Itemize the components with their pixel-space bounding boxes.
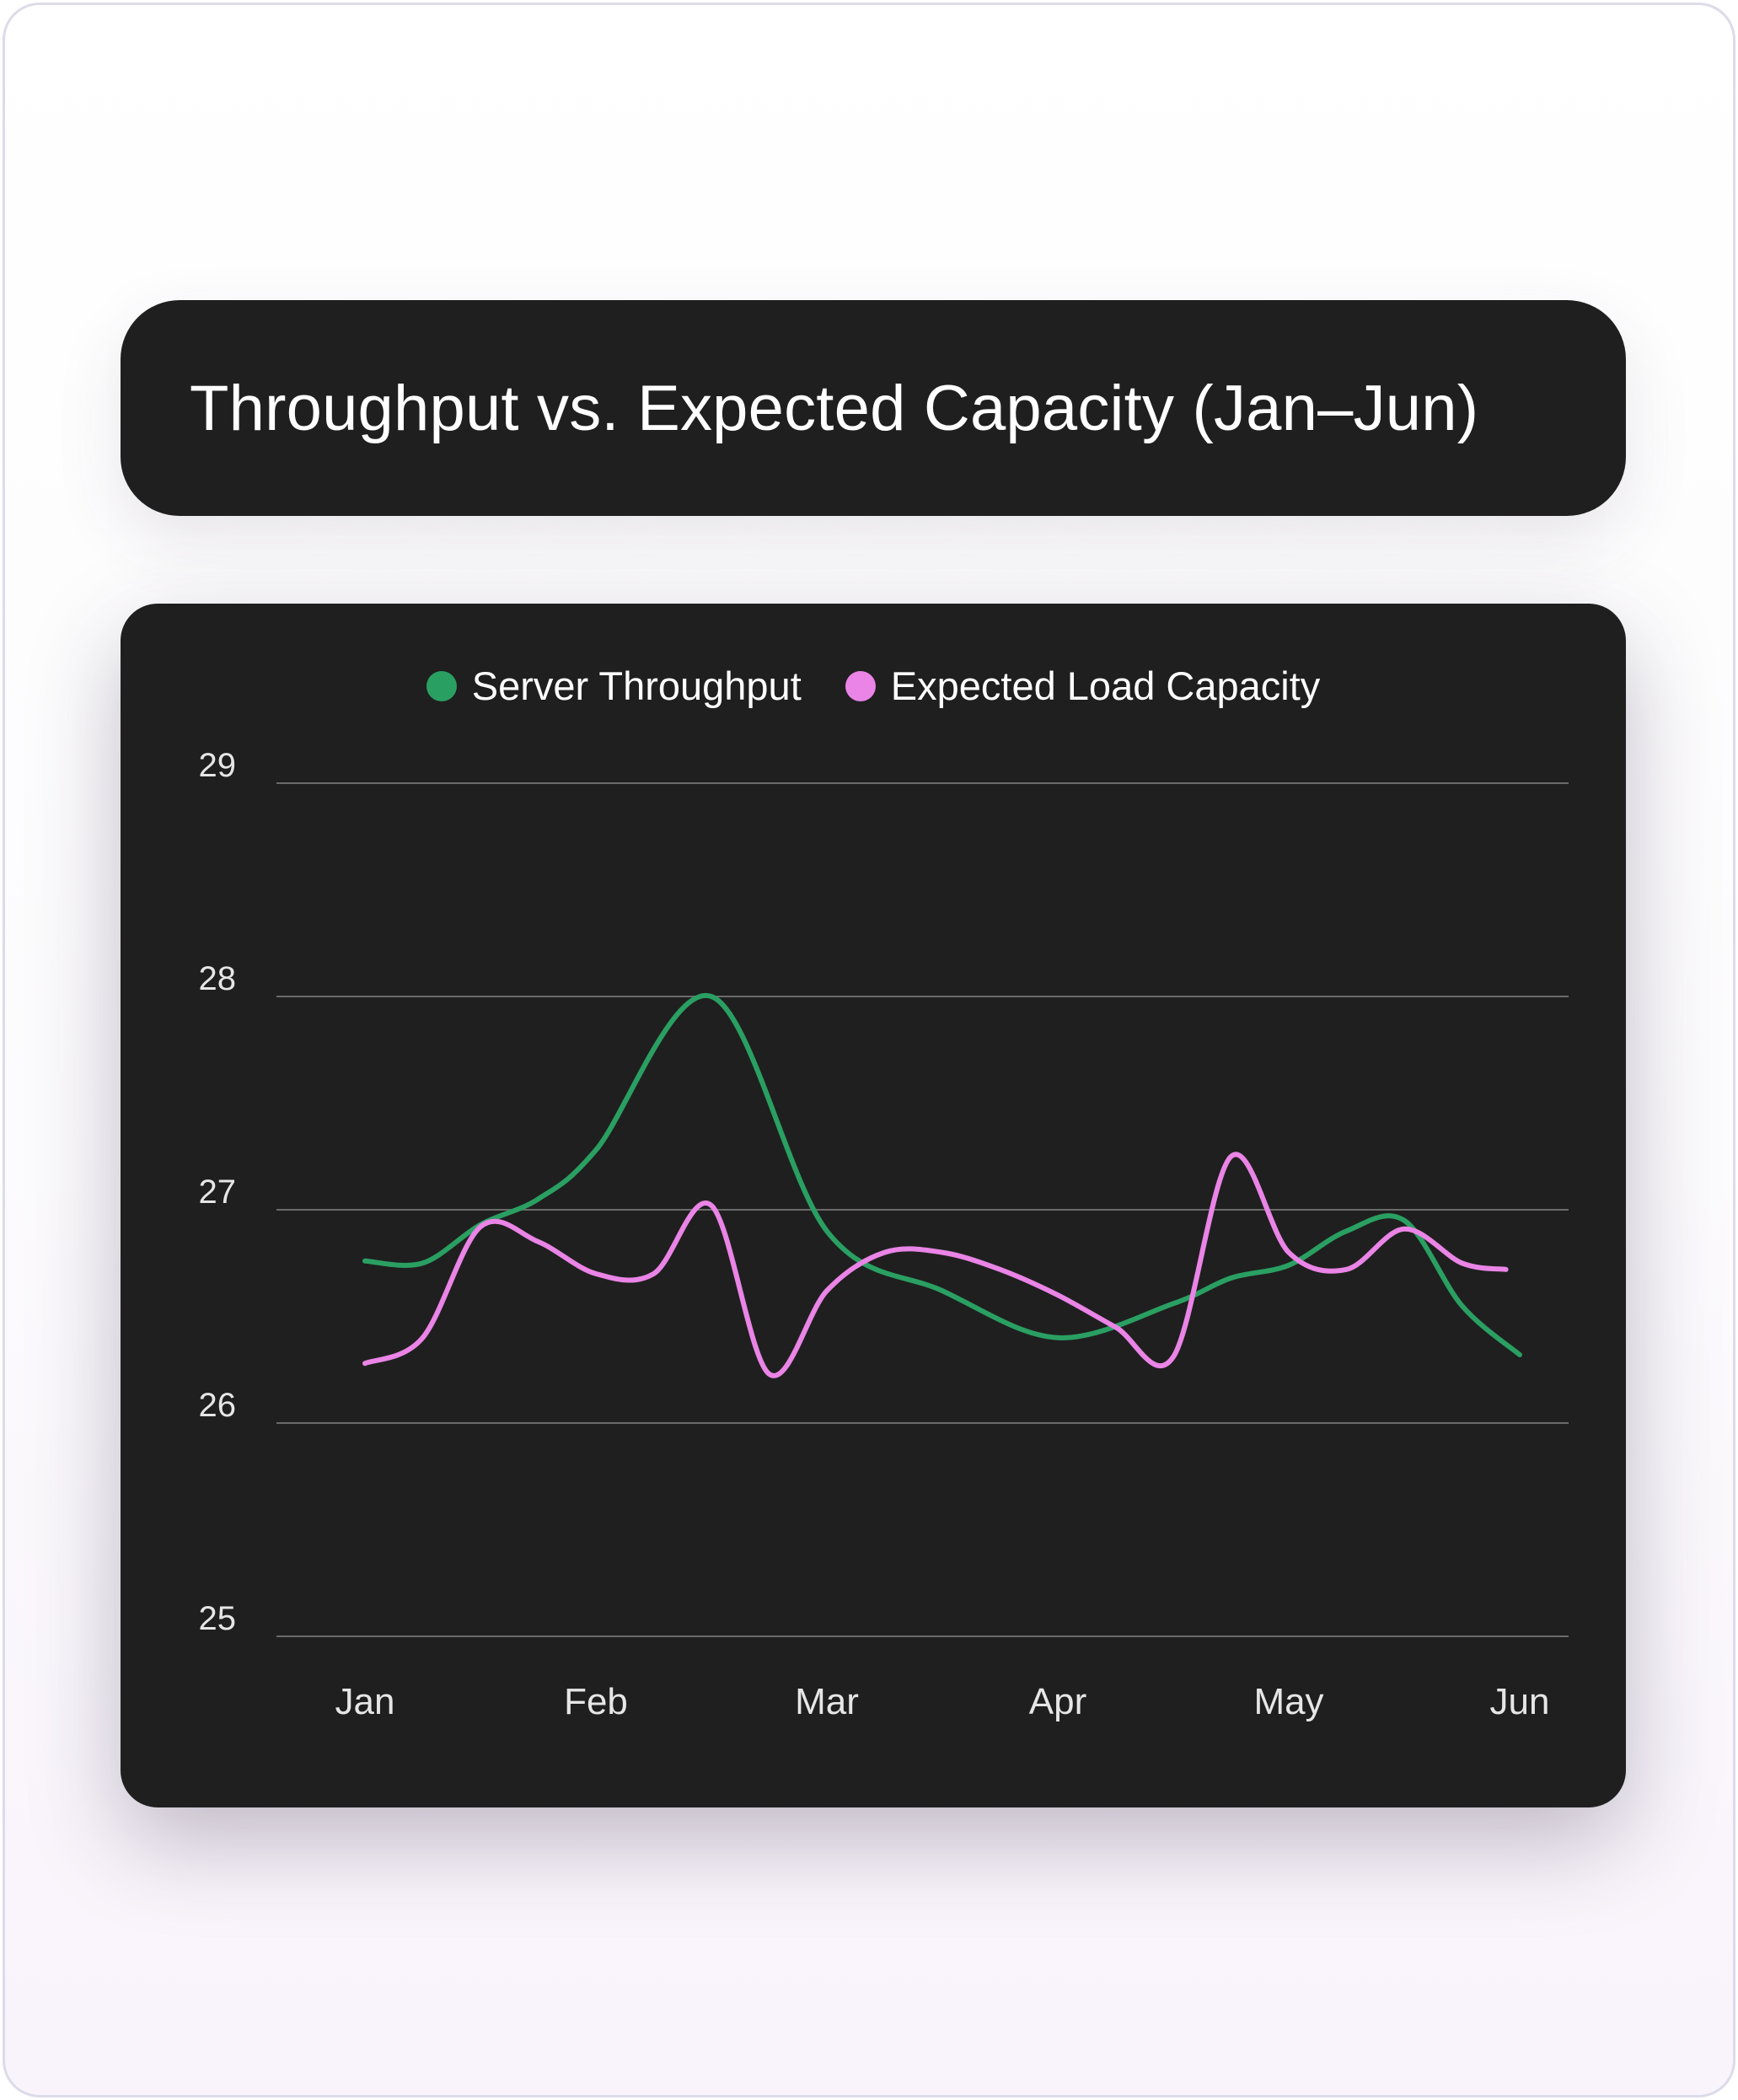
legend-label: Server Throughput — [471, 663, 802, 708]
series-line-expected-load-capacity — [362, 1152, 1509, 1378]
y-tick-label: 28 — [199, 960, 237, 997]
x-tick-label: Apr — [1029, 1681, 1086, 1722]
chart-title: Throughput vs. Expected Capacity (Jan–Ju… — [190, 372, 1479, 444]
y-tick-label: 29 — [199, 747, 237, 784]
title-banner: Throughput vs. Expected Capacity (Jan–Ju… — [121, 300, 1626, 516]
x-tick-label: Jan — [335, 1681, 395, 1722]
y-tick-label: 25 — [199, 1600, 237, 1637]
legend-dot-icon — [845, 670, 876, 701]
line-chart: 25 26 27 28 29 Jan Feb Mar Apr May Jun — [199, 747, 1569, 1722]
legend-dot-icon — [426, 670, 457, 701]
series-line-server-throughput — [362, 992, 1522, 1357]
legend-item-expected-load-capacity[interactable]: Expected Load Capacity — [845, 663, 1321, 709]
legend-label: Expected Load Capacity — [890, 663, 1321, 708]
x-tick-label: May — [1253, 1681, 1323, 1722]
x-tick-label: Feb — [564, 1681, 628, 1722]
legend: Server Throughput Expected Load Capacity — [121, 663, 1626, 709]
legend-item-server-throughput[interactable]: Server Throughput — [426, 663, 802, 709]
y-tick-label: 27 — [199, 1174, 237, 1211]
x-tick-label: Mar — [795, 1681, 859, 1722]
chart-card: 25 26 27 28 29 Jan Feb Mar Apr May Jun Server Thro… — [121, 604, 1626, 1807]
page-frame: Throughput vs. Expected Capacity (Jan–Ju… — [3, 3, 1735, 2097]
x-tick-label: Jun — [1490, 1681, 1550, 1722]
y-tick-label: 26 — [199, 1387, 237, 1424]
